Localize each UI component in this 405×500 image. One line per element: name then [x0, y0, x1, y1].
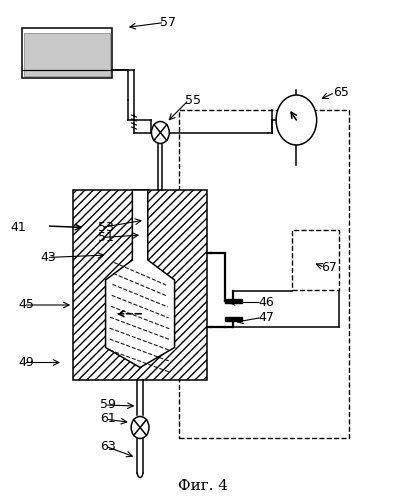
Text: Фиг. 4: Фиг. 4: [177, 479, 228, 493]
Text: 61: 61: [100, 412, 115, 426]
Bar: [73, 190, 207, 380]
Bar: [225, 317, 241, 321]
Bar: [178, 110, 348, 438]
Circle shape: [151, 122, 169, 144]
Text: 46: 46: [258, 296, 273, 309]
Text: 51: 51: [97, 231, 113, 244]
Bar: [24, 33, 110, 76]
Text: 45: 45: [18, 298, 34, 312]
Bar: [225, 299, 241, 303]
Text: 57: 57: [160, 16, 176, 29]
Circle shape: [275, 95, 316, 145]
Text: 59: 59: [99, 398, 115, 411]
Text: 67: 67: [320, 261, 336, 274]
Text: 63: 63: [100, 440, 115, 452]
Text: 41: 41: [11, 221, 26, 234]
Text: 47: 47: [257, 311, 273, 324]
Bar: [292, 230, 338, 290]
Text: 55: 55: [184, 94, 200, 106]
Polygon shape: [105, 190, 174, 368]
Text: 65: 65: [332, 86, 348, 99]
Bar: [22, 28, 111, 78]
Text: 43: 43: [41, 251, 56, 264]
Text: 49: 49: [19, 356, 34, 369]
Circle shape: [131, 416, 149, 438]
Text: 53: 53: [97, 221, 113, 234]
